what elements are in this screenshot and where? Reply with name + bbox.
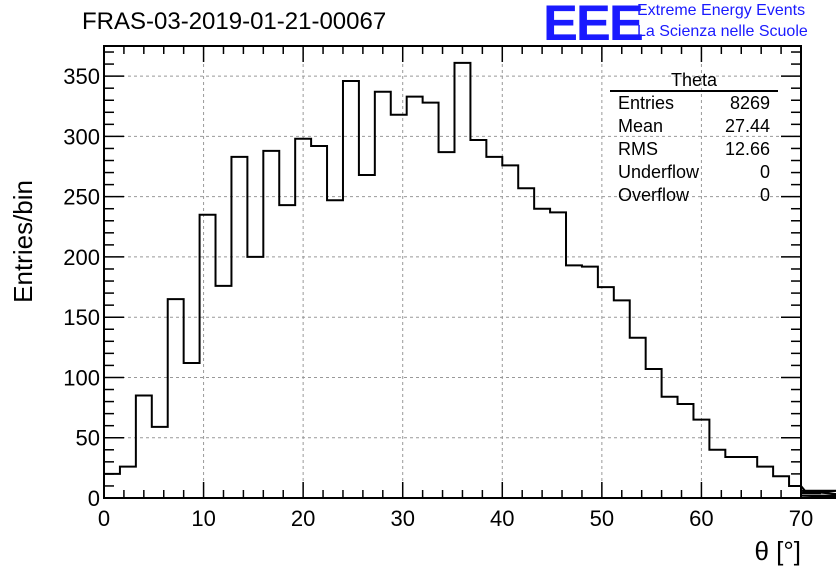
- x-tick-label: 70: [789, 506, 813, 531]
- tick-labels: 0 10 20 30 40 50 60 70 0 50 100 150 200 250 300 350: [63, 64, 813, 531]
- y-tick-label: 0: [88, 486, 100, 511]
- stats-value: 27.44: [724, 116, 770, 136]
- y-tick-label: 50: [76, 426, 100, 451]
- stats-row-mean: Mean 27.44: [608, 115, 778, 138]
- stats-row-rms: RMS 12.66: [608, 138, 778, 161]
- stats-value: 8269: [729, 93, 770, 113]
- y-tick-label: 150: [63, 305, 100, 330]
- x-tick-label: 30: [390, 506, 414, 531]
- histogram-series-line: [104, 61, 836, 499]
- y-tick-label: 100: [63, 365, 100, 390]
- stats-row-overflow: Overflow 0: [608, 184, 778, 207]
- x-tick-label: 0: [98, 506, 110, 531]
- stats-label: Entries: [618, 93, 675, 113]
- x-tick-label: 40: [490, 506, 514, 531]
- x-tick-label: 20: [291, 506, 315, 531]
- chart-title: FRAS-03-2019-01-21-00067: [82, 8, 387, 35]
- x-tick-label: 50: [590, 506, 614, 531]
- stats-value: 0: [759, 185, 770, 205]
- y-tick-label: 200: [63, 245, 100, 270]
- stats-row-entries: Entries 8269: [608, 92, 778, 115]
- y-tick-label: 250: [63, 185, 100, 210]
- stats-label: Mean: [618, 116, 664, 136]
- stats-value: 12.66: [724, 139, 770, 159]
- x-tick-label: 60: [689, 506, 713, 531]
- stats-row-underflow: Underflow 0: [608, 161, 778, 184]
- stats-label: Overflow: [618, 185, 690, 205]
- x-tick-label: 10: [191, 506, 215, 531]
- stats-box: Theta Entries 8269 Mean 27.44 RMS 12.66 …: [608, 70, 778, 207]
- stats-value: 0: [759, 162, 770, 182]
- y-tick-label: 300: [63, 124, 100, 149]
- logo-line-1: Extreme Energy Events: [637, 2, 806, 19]
- stats-label: RMS: [618, 139, 658, 159]
- plot-frame: [103, 45, 802, 499]
- y-tick-label: 350: [63, 64, 100, 89]
- axis-ticks: [103, 46, 802, 499]
- grid-lines: [104, 46, 801, 498]
- stats-label: Underflow: [618, 162, 700, 182]
- x-axis-label: θ [°]: [754, 536, 801, 566]
- eee-logo: EEE: [543, 0, 644, 51]
- y-axis-label: Entries/bin: [8, 180, 38, 303]
- stats-title: Theta: [610, 70, 778, 92]
- logo-line-2: La Scienza nelle Scuole: [637, 23, 808, 40]
